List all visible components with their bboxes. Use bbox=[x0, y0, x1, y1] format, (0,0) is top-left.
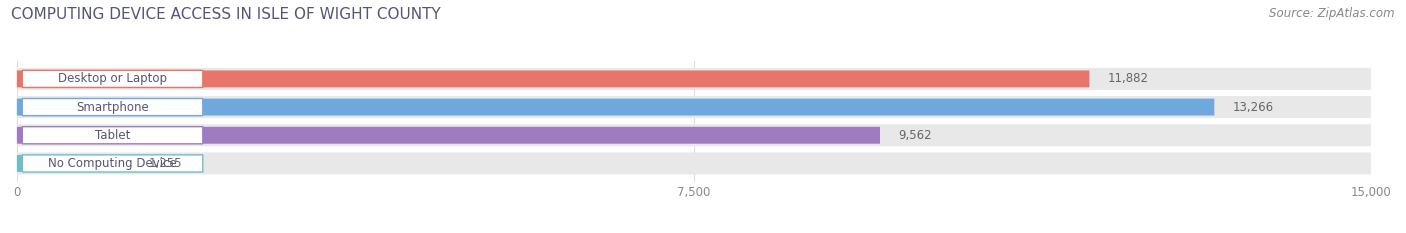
Text: 1,255: 1,255 bbox=[148, 157, 181, 170]
FancyBboxPatch shape bbox=[17, 99, 1215, 116]
Text: Tablet: Tablet bbox=[94, 129, 131, 142]
FancyBboxPatch shape bbox=[17, 70, 1090, 87]
FancyBboxPatch shape bbox=[22, 127, 202, 144]
Text: 13,266: 13,266 bbox=[1233, 101, 1274, 113]
FancyBboxPatch shape bbox=[22, 155, 202, 172]
FancyBboxPatch shape bbox=[17, 96, 1371, 118]
Text: Smartphone: Smartphone bbox=[76, 101, 149, 113]
FancyBboxPatch shape bbox=[22, 99, 202, 116]
Text: Desktop or Laptop: Desktop or Laptop bbox=[58, 72, 167, 86]
Text: COMPUTING DEVICE ACCESS IN ISLE OF WIGHT COUNTY: COMPUTING DEVICE ACCESS IN ISLE OF WIGHT… bbox=[11, 7, 441, 22]
FancyBboxPatch shape bbox=[22, 70, 202, 87]
Text: Source: ZipAtlas.com: Source: ZipAtlas.com bbox=[1270, 7, 1395, 20]
Text: No Computing Device: No Computing Device bbox=[48, 157, 177, 170]
FancyBboxPatch shape bbox=[17, 124, 1371, 146]
FancyBboxPatch shape bbox=[17, 127, 880, 144]
Text: 9,562: 9,562 bbox=[898, 129, 932, 142]
FancyBboxPatch shape bbox=[17, 152, 1371, 175]
Text: 11,882: 11,882 bbox=[1108, 72, 1149, 86]
FancyBboxPatch shape bbox=[17, 155, 131, 172]
FancyBboxPatch shape bbox=[17, 68, 1371, 90]
